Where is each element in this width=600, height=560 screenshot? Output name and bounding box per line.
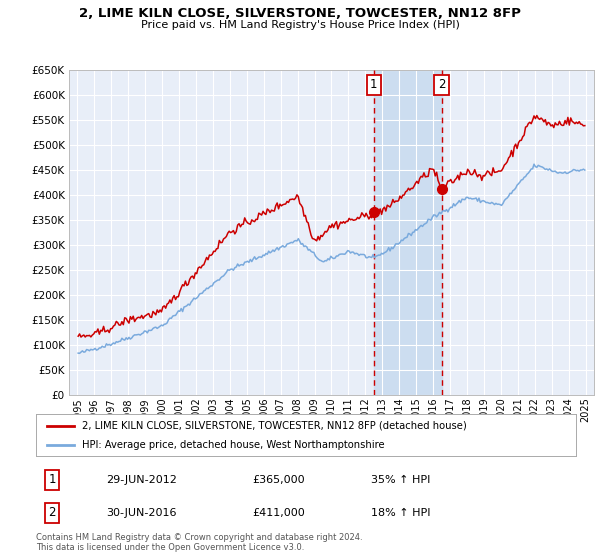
Text: £365,000: £365,000 [252, 475, 305, 484]
Text: HPI: Average price, detached house, West Northamptonshire: HPI: Average price, detached house, West… [82, 440, 385, 450]
Text: Price paid vs. HM Land Registry's House Price Index (HPI): Price paid vs. HM Land Registry's House … [140, 20, 460, 30]
Text: 35% ↑ HPI: 35% ↑ HPI [371, 475, 430, 484]
Text: This data is licensed under the Open Government Licence v3.0.: This data is licensed under the Open Gov… [36, 543, 304, 552]
Text: 1: 1 [49, 473, 56, 486]
Text: 18% ↑ HPI: 18% ↑ HPI [371, 508, 430, 517]
Text: 2: 2 [438, 78, 445, 91]
Text: 2, LIME KILN CLOSE, SILVERSTONE, TOWCESTER, NN12 8FP: 2, LIME KILN CLOSE, SILVERSTONE, TOWCEST… [79, 7, 521, 20]
Text: 30-JUN-2016: 30-JUN-2016 [106, 508, 176, 517]
Text: 2: 2 [49, 506, 56, 519]
Text: 29-JUN-2012: 29-JUN-2012 [106, 475, 177, 484]
Text: 2, LIME KILN CLOSE, SILVERSTONE, TOWCESTER, NN12 8FP (detached house): 2, LIME KILN CLOSE, SILVERSTONE, TOWCEST… [82, 421, 467, 431]
Bar [374, 70, 442, 395]
Text: £411,000: £411,000 [252, 508, 305, 517]
Text: Contains HM Land Registry data © Crown copyright and database right 2024.: Contains HM Land Registry data © Crown c… [36, 533, 362, 542]
Text: 1: 1 [370, 78, 377, 91]
